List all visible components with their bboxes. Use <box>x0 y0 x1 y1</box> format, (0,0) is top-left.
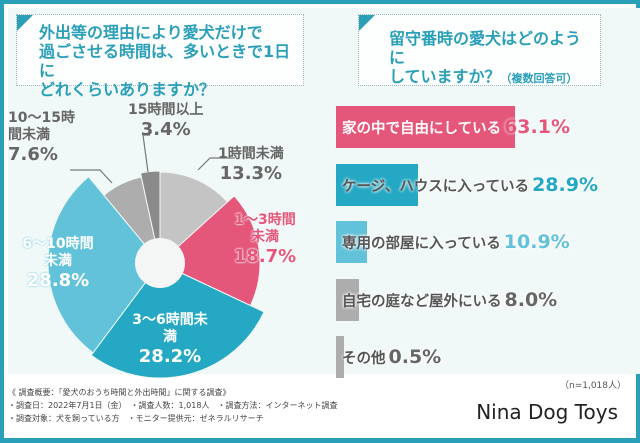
bar <box>336 106 516 148</box>
bar-category: その他 <box>342 351 386 367</box>
left-question-box: 外出等の理由により愛犬だけで 過ごさせる時間は、多いときで1日に どれくらいあり… <box>16 14 304 99</box>
bar-label: その他 0.5% <box>342 336 441 378</box>
pie-hole <box>135 238 185 288</box>
bar-category: ケージ、ハウスに入っている <box>342 179 530 195</box>
corner-decoration <box>359 15 375 31</box>
bar-label: 自宅の庭など屋外にいる 8.0% <box>342 279 557 321</box>
bar-category: 専用の部屋に入っている <box>342 236 501 252</box>
leader-line <box>70 169 113 184</box>
bar-value: 0.5% <box>388 346 442 368</box>
bar-category: 自宅の庭など屋外にいる <box>342 294 502 310</box>
pie-slice <box>47 175 161 354</box>
pie-label-3to6h: 3〜6時間未満 28.2% <box>132 312 208 367</box>
question-line: どれくらいありますか？ <box>39 80 216 99</box>
footer-line: 《 調査概要：「愛犬のおうち時間と外出時間」に関する調査》 <box>8 388 231 397</box>
pie-label-10to15h: 10〜15時間未満 7.6% <box>8 110 75 165</box>
question-note: （複数回答可） <box>500 72 578 85</box>
footer-line: ・調査対象：犬を飼っている方 ・モニター提供元：ゼネラルリサーチ <box>8 414 264 423</box>
bar-label: 専用の部屋に入っている 10.9% <box>342 221 570 263</box>
bar <box>336 164 419 206</box>
brand-logo: Nina Dog Toys <box>476 400 618 424</box>
bar <box>336 221 367 263</box>
pie-label-lt1h: 1時間未満 13.3% <box>218 146 284 184</box>
pie-label-6to10h: 6〜10時間未満 28.8% <box>22 236 94 291</box>
pie-label-15hplus: 15時間以上 3.4% <box>128 102 204 140</box>
question-line: 過ごさせる時間は、多いときで1日に <box>39 42 291 80</box>
bar <box>336 336 344 378</box>
leader-line <box>142 134 150 173</box>
bar-label: 家の中で自由にしている 63.1% <box>342 106 570 148</box>
pie-slice <box>159 171 229 265</box>
question-line: していますか？ <box>389 67 501 86</box>
pie-slice <box>159 195 261 307</box>
survey-footer: 《 調査概要：「愛犬のおうち時間と外出時間」に関する調査》 ・調査日：2022年… <box>8 386 337 425</box>
leader-line <box>197 157 235 171</box>
right-question-box: 留守番時の愛犬はどのように していますか？（複数回答可） <box>358 14 601 86</box>
bar-category: 家の中で自由にしている <box>342 121 502 137</box>
question-line: 留守番時の愛犬はどのように <box>389 29 582 67</box>
bar-value: 8.0% <box>504 289 558 311</box>
bar <box>336 279 359 321</box>
bar-value: 63.1% <box>504 116 570 138</box>
corner-decoration <box>17 15 33 31</box>
footer-line: ・調査日：2022年7月1日（金） ・調査人数：1,018人 ・調査方法：インタ… <box>8 401 338 410</box>
sample-size: （n=1,018人） <box>559 381 626 391</box>
bar-value: 28.9% <box>532 174 598 196</box>
pie-slice <box>90 262 265 379</box>
question-line: 外出等の理由により愛犬だけで <box>39 23 263 42</box>
bar-label: ケージ、ハウスに入っている 28.9% <box>342 164 598 206</box>
pie-label-1to3h: 1〜3時間未満 18.7% <box>233 212 297 267</box>
bar-value: 10.9% <box>503 231 570 253</box>
